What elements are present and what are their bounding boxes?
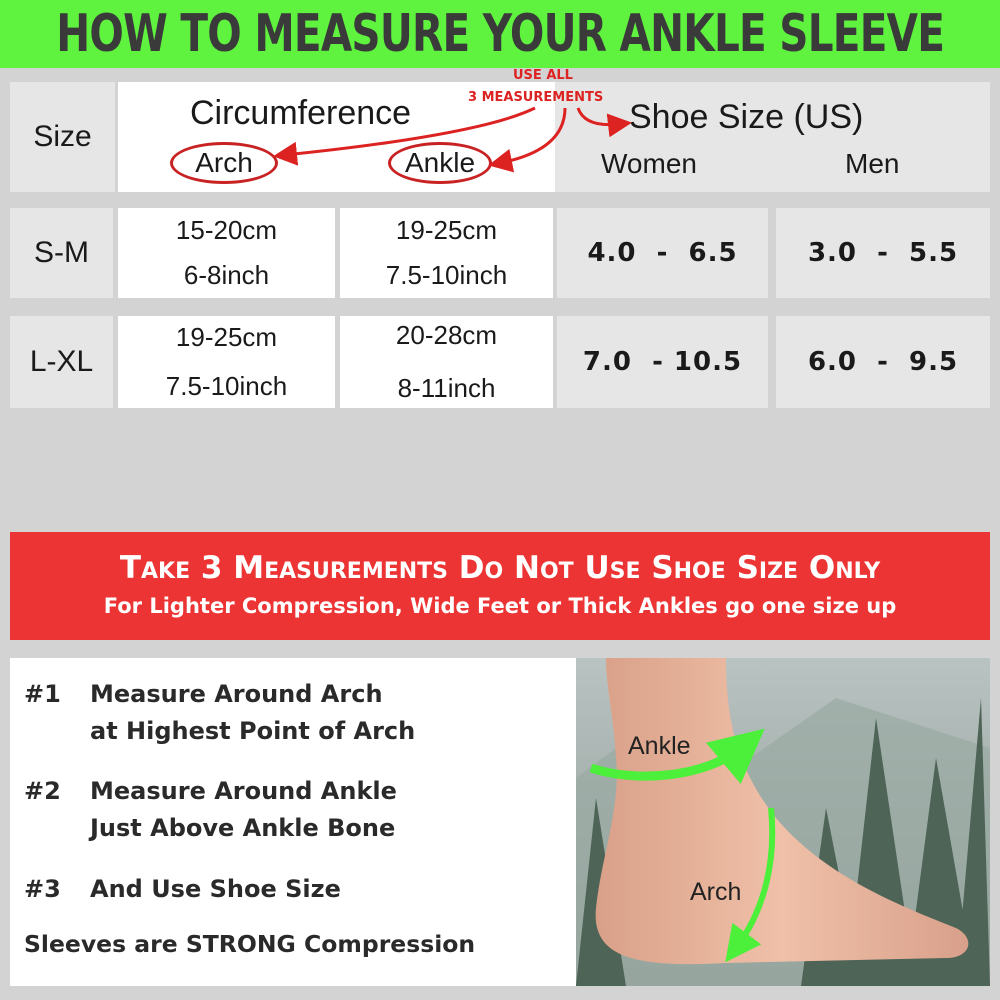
annotation-arrows xyxy=(273,106,632,173)
step-3: #3 And Use Shoe Size xyxy=(24,875,341,903)
compression-note: Sleeves are STRONG Compression xyxy=(24,930,476,958)
banner-subline: For Lighter Compression, Wide Feet or Th… xyxy=(103,594,897,618)
step-1: #1 Measure Around Arch at Highest Point of… xyxy=(24,680,416,745)
banner-headline: Take 3 Measurements Do Not Use Shoe Size… xyxy=(119,550,881,586)
header-size: Size xyxy=(10,82,115,192)
header-arch: Arch xyxy=(170,142,278,184)
annotation-line2: 3 MEASUREMENTS xyxy=(468,90,604,105)
page-title: HOW TO MEASURE YOUR ANKLE SLEEVE xyxy=(0,0,1000,68)
arch-label: Arch xyxy=(690,878,741,906)
foot xyxy=(595,658,969,965)
warning-banner: Take 3 Measurements Do Not Use Shoe Size… xyxy=(10,532,990,640)
foot-photo: Ankle Arch xyxy=(576,658,990,986)
header-women: Women xyxy=(601,148,697,179)
steps-panel: #1 Measure Around Arch at Highest Point of… xyxy=(10,658,576,986)
header-men: Men xyxy=(845,148,900,179)
step-2: #2 Measure Around Ankle Just Above Ankle B… xyxy=(24,777,397,842)
ankle-label: Ankle xyxy=(628,732,691,760)
annotation-line1: USE ALL xyxy=(513,68,573,83)
